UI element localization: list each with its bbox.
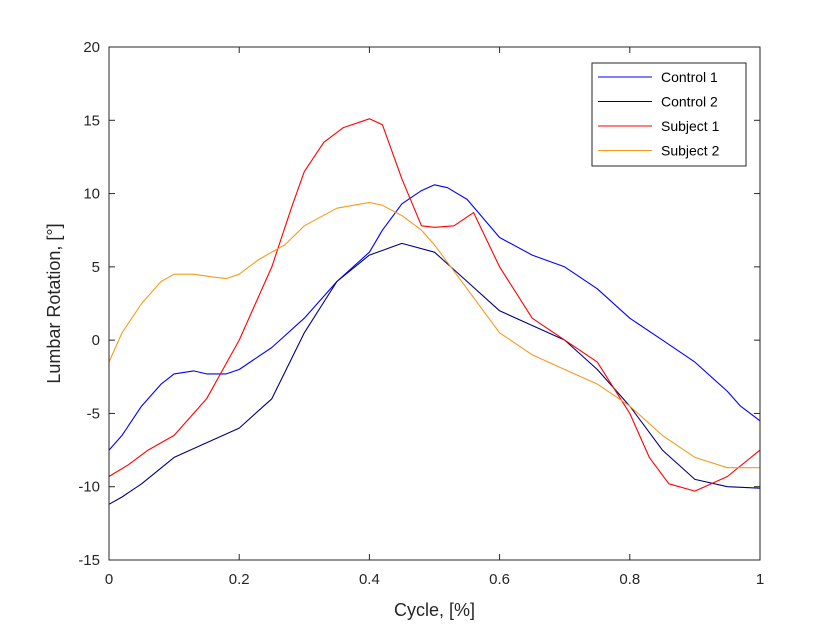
series-line-2 (108, 242, 761, 505)
legend: Control 1 Control 2 Subject 1 Subject 2 (591, 62, 747, 167)
x-tick-label: 0.2 (229, 571, 250, 588)
y-tick-label: 10 (83, 186, 100, 203)
y-tick-label: -5 (87, 405, 100, 422)
y-tick-label: 5 (92, 259, 100, 276)
y-tick-label: 20 (83, 39, 100, 56)
y-tick-label: 15 (83, 112, 100, 129)
legend-label-4: Subject 2 (661, 143, 720, 159)
series-line-1 (108, 184, 761, 451)
series-line-3 (108, 118, 761, 492)
series-layer (108, 118, 761, 505)
y-axis-label: Lumbar Rotation, [°] (44, 223, 64, 383)
legend-label-2: Control 2 (661, 94, 718, 110)
x-axis-label: Cycle, [%] (394, 600, 475, 620)
y-tick-label: -15 (78, 552, 100, 569)
ticks-layer: 0 0.2 0.4 0.6 0.8 1 -15 -10 -5 0 5 10 15 20 (78, 39, 764, 588)
y-tick-label: 0 (92, 332, 100, 349)
x-tick-label: 0 (105, 571, 113, 588)
legend-label-1: Control 1 (661, 69, 718, 85)
legend-box (591, 62, 747, 167)
plot-frame (108, 46, 761, 561)
legend-label-3: Subject 1 (661, 118, 720, 134)
y-tick-label: -10 (78, 479, 100, 496)
x-tick-label: 0.4 (359, 571, 380, 588)
x-tick-label: 0.6 (489, 571, 510, 588)
series-line-4 (108, 201, 761, 469)
x-tick-label: 1 (756, 571, 764, 588)
x-tick-label: 0.8 (619, 571, 640, 588)
